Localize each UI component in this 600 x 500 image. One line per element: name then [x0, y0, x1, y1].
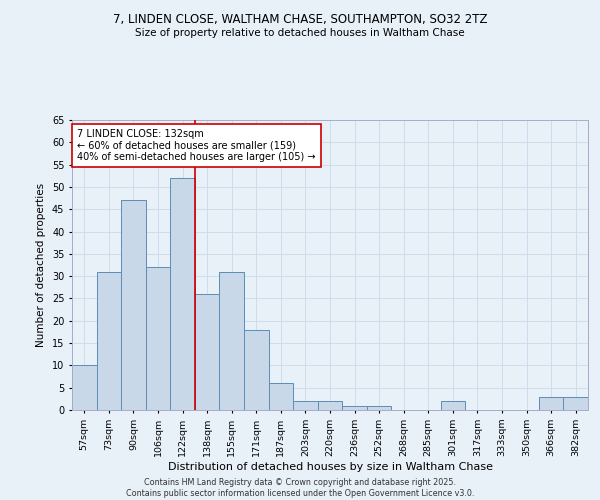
Text: 7 LINDEN CLOSE: 132sqm
← 60% of detached houses are smaller (159)
40% of semi-de: 7 LINDEN CLOSE: 132sqm ← 60% of detached… [77, 128, 316, 162]
Bar [121, 200, 146, 410]
Bar [97, 272, 121, 410]
Y-axis label: Number of detached properties: Number of detached properties [37, 183, 46, 347]
Text: Size of property relative to detached houses in Waltham Chase: Size of property relative to detached ho… [135, 28, 465, 38]
Bar [170, 178, 195, 410]
Bar [72, 366, 97, 410]
Bar [220, 272, 244, 410]
Bar [563, 396, 588, 410]
Bar [539, 396, 563, 410]
Bar [244, 330, 269, 410]
Bar [293, 401, 318, 410]
Bar [195, 294, 220, 410]
Bar [367, 406, 391, 410]
Bar [269, 383, 293, 410]
Bar [318, 401, 342, 410]
Bar [342, 406, 367, 410]
Bar [440, 401, 465, 410]
X-axis label: Distribution of detached houses by size in Waltham Chase: Distribution of detached houses by size … [167, 462, 493, 472]
Bar [146, 267, 170, 410]
Text: 7, LINDEN CLOSE, WALTHAM CHASE, SOUTHAMPTON, SO32 2TZ: 7, LINDEN CLOSE, WALTHAM CHASE, SOUTHAMP… [113, 12, 487, 26]
Text: Contains HM Land Registry data © Crown copyright and database right 2025.
Contai: Contains HM Land Registry data © Crown c… [126, 478, 474, 498]
